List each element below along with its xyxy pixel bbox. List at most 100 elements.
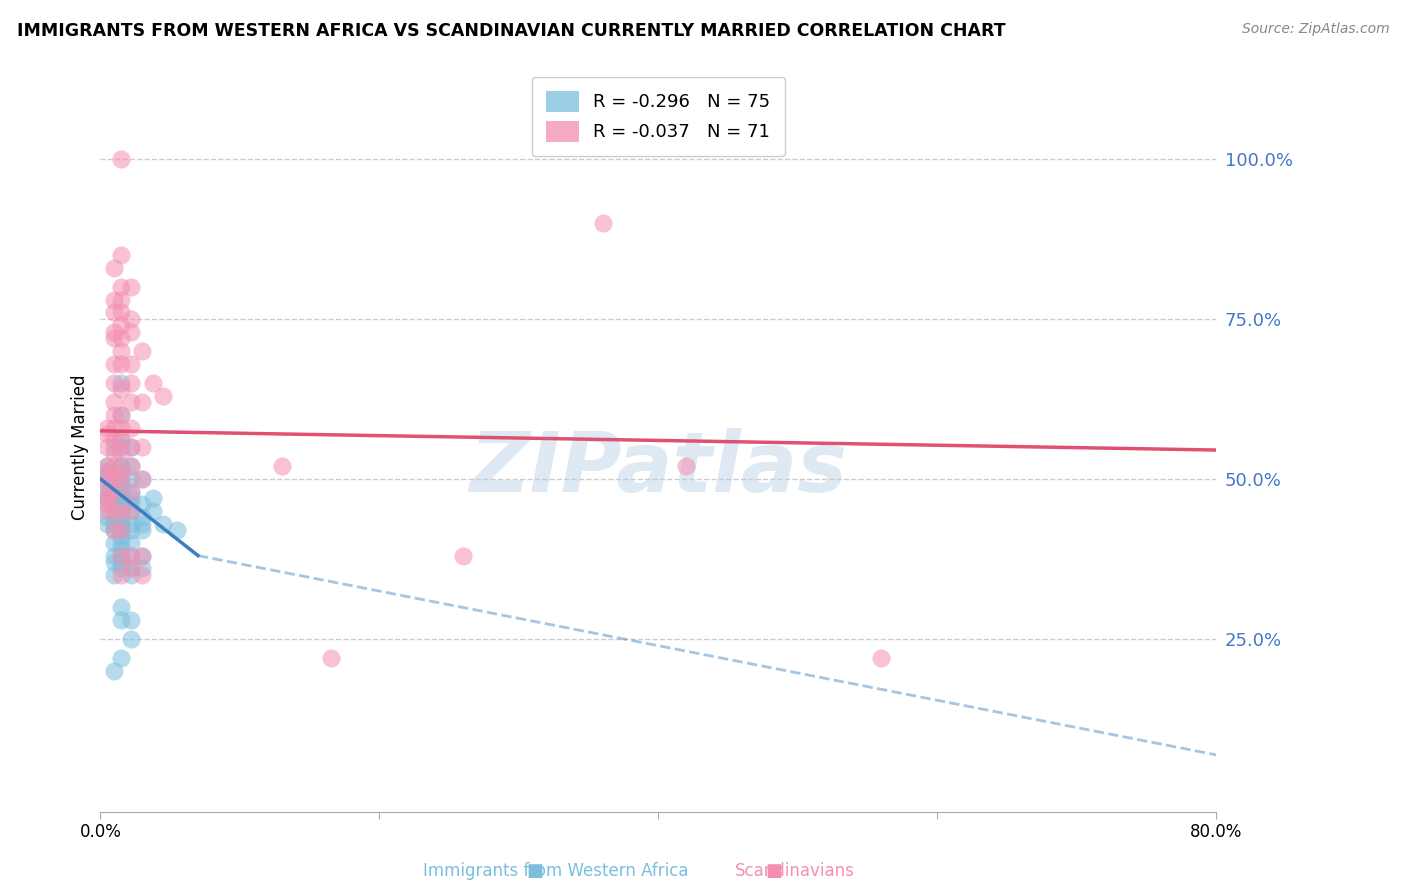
Point xyxy=(110,472,132,486)
Point xyxy=(110,357,132,371)
Point xyxy=(103,497,125,511)
Point xyxy=(110,491,132,505)
Point xyxy=(103,331,125,345)
Point xyxy=(110,420,132,434)
Point xyxy=(120,280,142,294)
Point xyxy=(131,395,153,409)
Point xyxy=(120,458,142,473)
Point xyxy=(96,472,118,486)
Point xyxy=(103,458,125,473)
Point xyxy=(96,420,118,434)
Text: ■: ■ xyxy=(766,862,794,880)
Point xyxy=(103,260,125,275)
Point xyxy=(675,458,697,473)
Point xyxy=(110,651,132,665)
Point xyxy=(96,427,118,442)
Point xyxy=(103,472,125,486)
Point xyxy=(110,280,132,294)
Point xyxy=(110,305,132,319)
Point xyxy=(96,458,118,473)
Point xyxy=(110,478,132,492)
Point xyxy=(110,516,132,531)
Point xyxy=(110,434,132,448)
Point xyxy=(120,516,142,531)
Point xyxy=(120,536,142,550)
Point xyxy=(110,599,132,614)
Point xyxy=(110,561,132,575)
Point xyxy=(96,478,118,492)
Point xyxy=(120,440,142,454)
Point xyxy=(96,472,118,486)
Point xyxy=(131,567,153,582)
Point xyxy=(96,440,118,454)
Text: ZIPatlas: ZIPatlas xyxy=(470,428,848,509)
Point xyxy=(270,458,292,473)
Point xyxy=(120,632,142,646)
Point xyxy=(120,395,142,409)
Point xyxy=(96,516,118,531)
Point xyxy=(131,510,153,524)
Point xyxy=(110,434,132,448)
Point xyxy=(103,491,125,505)
Point xyxy=(103,357,125,371)
Point xyxy=(120,484,142,499)
Point xyxy=(110,497,132,511)
Point xyxy=(103,420,125,434)
Point xyxy=(110,529,132,543)
Point xyxy=(110,318,132,333)
Point xyxy=(110,504,132,518)
Text: Scandinavians: Scandinavians xyxy=(734,862,855,880)
Point xyxy=(110,472,132,486)
Point xyxy=(120,523,142,537)
Point xyxy=(131,561,153,575)
Point xyxy=(103,325,125,339)
Point xyxy=(131,516,153,531)
Point xyxy=(96,497,118,511)
Point xyxy=(103,567,125,582)
Point xyxy=(120,549,142,563)
Point xyxy=(120,567,142,582)
Point xyxy=(103,305,125,319)
Point xyxy=(110,523,132,537)
Point xyxy=(142,376,165,390)
Point xyxy=(103,484,125,499)
Point xyxy=(96,491,118,505)
Point xyxy=(110,376,132,390)
Point xyxy=(592,216,614,230)
Point xyxy=(103,549,125,563)
Point xyxy=(103,510,125,524)
Point xyxy=(103,440,125,454)
Point xyxy=(131,523,153,537)
Point xyxy=(131,472,153,486)
Point xyxy=(103,504,125,518)
Point xyxy=(103,408,125,422)
Point xyxy=(131,343,153,358)
Point xyxy=(120,549,142,563)
Point xyxy=(110,523,132,537)
Point xyxy=(96,510,118,524)
Y-axis label: Currently Married: Currently Married xyxy=(72,374,89,519)
Text: IMMIGRANTS FROM WESTERN AFRICA VS SCANDINAVIAN CURRENTLY MARRIED CORRELATION CHA: IMMIGRANTS FROM WESTERN AFRICA VS SCANDI… xyxy=(17,22,1005,40)
Point xyxy=(103,434,125,448)
Point xyxy=(110,408,132,422)
Point xyxy=(96,484,118,499)
Point xyxy=(142,504,165,518)
Point xyxy=(120,325,142,339)
Point xyxy=(103,293,125,307)
Point xyxy=(110,446,132,460)
Point xyxy=(110,555,132,569)
Point xyxy=(120,311,142,326)
Point xyxy=(110,408,132,422)
Point xyxy=(96,466,118,480)
Point xyxy=(120,497,142,511)
Text: Immigrants from Western Africa: Immigrants from Western Africa xyxy=(423,862,688,880)
Point xyxy=(152,516,174,531)
Point xyxy=(110,440,132,454)
Point xyxy=(110,248,132,262)
Point xyxy=(110,152,132,166)
Point xyxy=(110,542,132,557)
Point xyxy=(103,536,125,550)
Point xyxy=(96,497,118,511)
Point xyxy=(103,516,125,531)
Point xyxy=(110,504,132,518)
